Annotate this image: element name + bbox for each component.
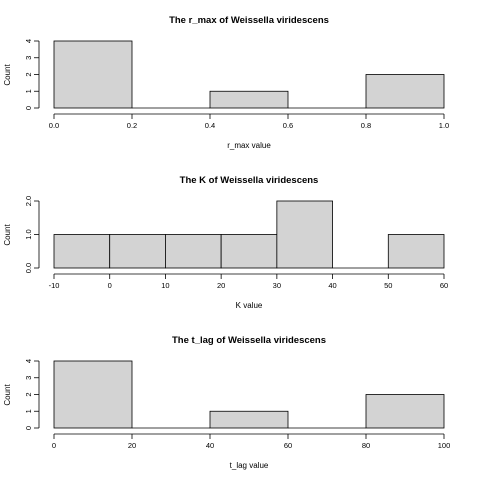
k-y-tick-label: 1.0 [24,229,33,239]
r-max-histogram-bar [365,74,445,109]
k-histogram-bar [387,234,445,269]
r-max-x-tick-label: 0.2 [127,121,137,130]
t-lag-y-tick-label: 4 [24,359,33,363]
k-chart-title: The K of Weissella viridescens [180,175,319,186]
r-max-x-axis-label: r_max value [227,141,271,150]
t-lag-x-tick-label: 100 [438,441,451,450]
t-lag-x-tick-label: 80 [362,441,370,450]
k-histogram-bar [109,234,166,269]
t-lag-y-axis-label: Count [3,384,12,406]
r-max-histogram-panel: The r_max of Weissella viridescens r_max… [3,15,449,150]
k-x-tick-label: 20 [217,281,225,290]
r-max-y-tick-label: 4 [24,39,33,43]
k-y-tick-label: 0.0 [24,263,33,273]
t-lag-histogram-bar [209,410,289,429]
r-max-y-tick-label: 3 [24,56,33,60]
t-lag-x-axis-label: t_lag value [230,461,269,470]
t-lag-y-tick-label: 2 [24,392,33,396]
k-x-tick-label: 10 [161,281,169,290]
k-histogram-bar [165,234,222,269]
t-lag-x-tick-label: 40 [206,441,214,450]
k-y-tick-label: 2.0 [24,196,33,206]
t-lag-x-tick-label: 20 [128,441,136,450]
k-x-tick-label: 50 [384,281,392,290]
r-max-x-tick-label: 0.8 [361,121,371,130]
r-max-chart-title: The r_max of Weissella viridescens [169,15,329,26]
k-x-tick-label: 30 [273,281,281,290]
k-histogram-bar [276,200,333,269]
r-max-y-tick-label: 1 [24,89,33,93]
t-lag-chart-title: The t_lag of Weissella viridescens [172,335,326,346]
k-x-tick-label: 0 [108,281,112,290]
t-lag-y-tick-label: 0 [24,426,33,430]
r-max-histogram-bar [53,40,133,109]
k-histogram-bar [53,234,111,269]
r-max-y-axis-label: Count [3,64,12,86]
t-lag-histogram-bar [365,394,445,429]
r-max-x-tick-label: 1.0 [439,121,449,130]
k-x-tick-label: 40 [328,281,336,290]
t-lag-x-tick-label: 60 [284,441,292,450]
k-histogram-bar [220,234,278,269]
r-max-x-tick-label: 0.0 [49,121,59,130]
r-max-x-tick-label: 0.6 [283,121,293,130]
t-lag-histogram-bar [53,360,133,429]
k-histogram-panel: The K of Weissella viridescens K value C… [3,175,448,310]
k-x-tick-label: 60 [440,281,448,290]
t-lag-histogram-panel: The t_lag of Weissella viridescens t_lag… [3,335,450,470]
t-lag-x-tick-label: 0 [52,441,56,450]
k-x-tick-label: -10 [49,281,60,290]
r-max-y-tick-label: 2 [24,72,33,76]
r-max-y-tick-label: 0 [24,106,33,110]
t-lag-y-tick-label: 3 [24,376,33,380]
k-x-axis-label: K value [236,301,263,310]
r-max-histogram-bar [209,90,289,109]
r-max-x-tick-label: 0.4 [205,121,215,130]
k-y-axis-label: Count [3,224,12,246]
t-lag-y-tick-label: 1 [24,409,33,413]
